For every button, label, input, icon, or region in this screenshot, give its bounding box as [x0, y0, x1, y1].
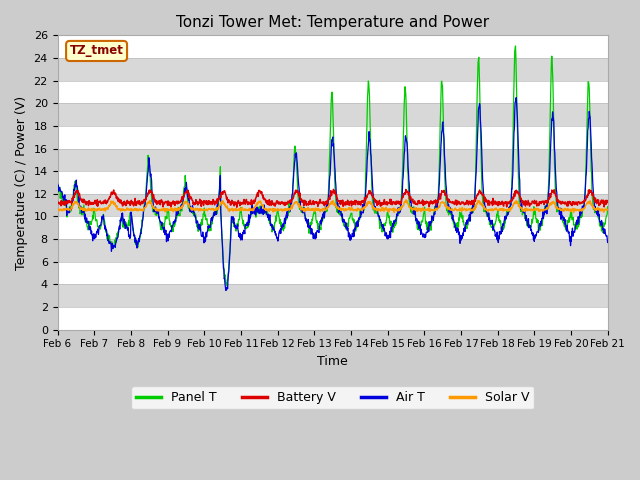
Legend: Panel T, Battery V, Air T, Solar V: Panel T, Battery V, Air T, Solar V [131, 386, 534, 409]
Bar [58, 171, 607, 194]
Bar [58, 103, 607, 126]
Bar [58, 58, 607, 81]
Bar [58, 81, 607, 103]
Y-axis label: Temperature (C) / Power (V): Temperature (C) / Power (V) [15, 96, 28, 270]
Bar [58, 285, 607, 307]
X-axis label: Time: Time [317, 355, 348, 368]
Bar [58, 216, 607, 239]
Bar [58, 194, 607, 216]
Bar [58, 262, 607, 285]
Bar [58, 126, 607, 148]
Bar [58, 36, 607, 58]
Bar [58, 148, 607, 171]
Bar [58, 239, 607, 262]
Title: Tonzi Tower Met: Temperature and Power: Tonzi Tower Met: Temperature and Power [176, 15, 489, 30]
Bar [58, 307, 607, 330]
Text: TZ_tmet: TZ_tmet [70, 45, 124, 58]
